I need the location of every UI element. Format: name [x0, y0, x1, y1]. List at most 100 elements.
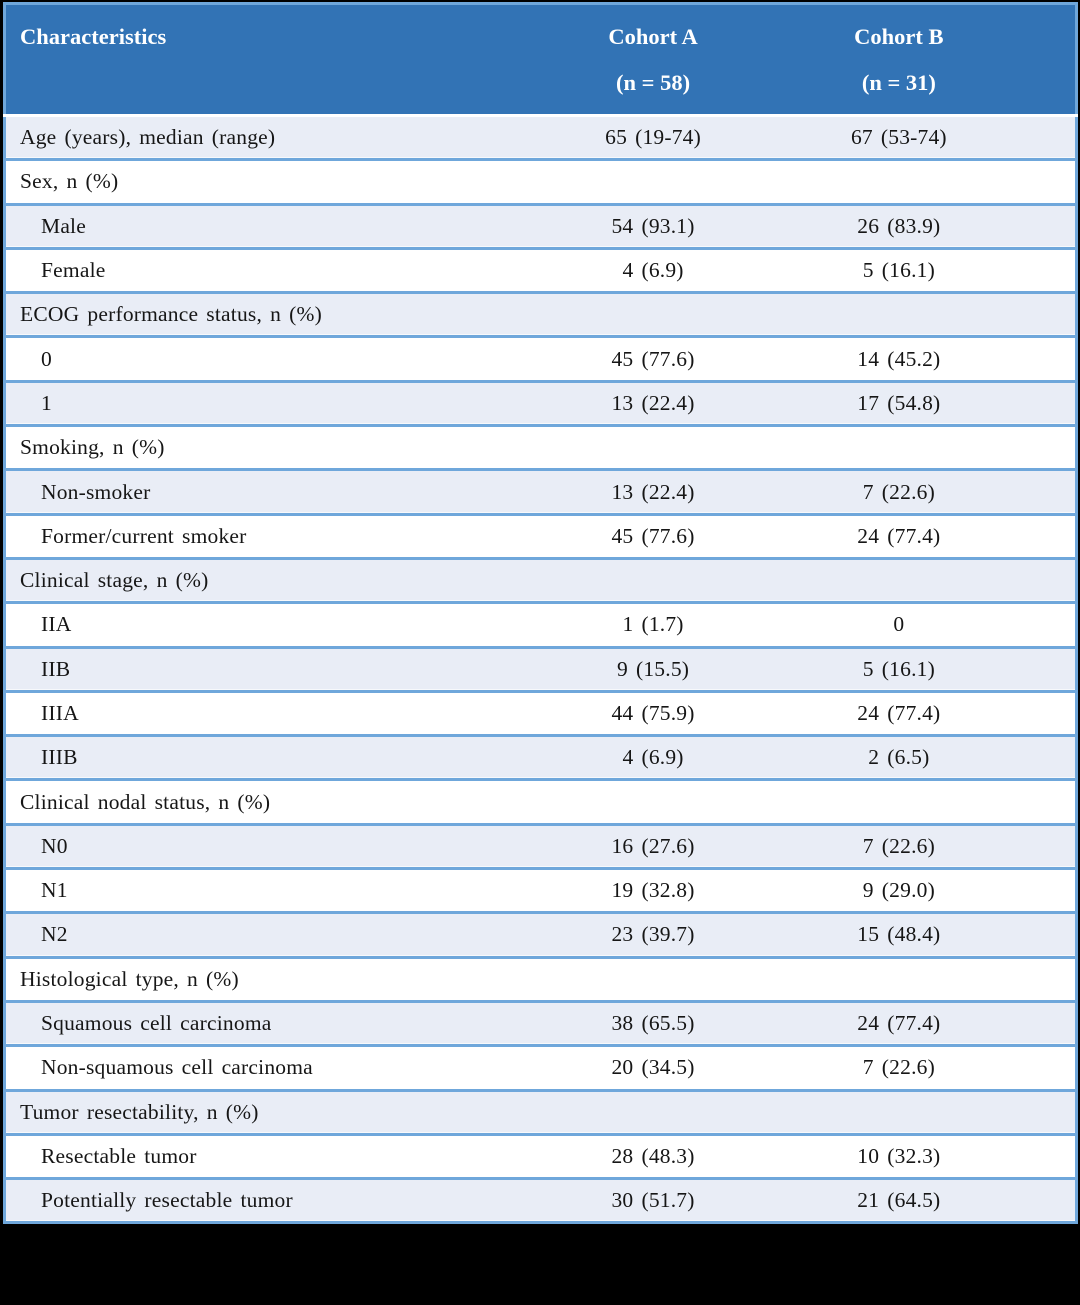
- cohort-b-value: [722, 291, 1077, 337]
- cohort-a-value: 4 (6.9): [583, 734, 723, 780]
- cohort-b-value: 24 (77.4): [722, 689, 1077, 736]
- cohort-b-value: [722, 556, 1077, 603]
- table-row: Tumor resectability, n (%): [4, 1088, 1077, 1135]
- cohort-a-value: 45 (77.6): [583, 512, 723, 559]
- table-row: Male 54 (93.1) 26 (83.9): [4, 202, 1077, 249]
- table-row: Age (years), median (range) 65 (19-74) 67 …: [4, 113, 1077, 160]
- cohort-a-value: [583, 158, 723, 205]
- cohort-b-value: 67 (53-74): [722, 113, 1077, 160]
- table-row: 1 13 (22.4) 17 (54.8): [4, 379, 1077, 426]
- cohort-b-value: 21 (64.5): [722, 1177, 1077, 1223]
- row-category-label: Clinical nodal status, n (%): [4, 778, 584, 825]
- cohort-a-value: [583, 424, 723, 470]
- row-category-label: Clinical stage, n (%): [4, 556, 584, 603]
- cohort-a-value: 4 (6.9): [583, 246, 723, 293]
- cohort-b-value: 17 (54.8): [722, 379, 1077, 426]
- cohort-a-value: 65 (19-74): [583, 113, 723, 160]
- table-row: Potentially resectable tumor 30 (51.7) 21 …: [4, 1177, 1077, 1223]
- row-subitem-label: Male: [4, 202, 584, 249]
- row-subitem-label: Female: [4, 246, 584, 293]
- table-row: Clinical stage, n (%): [4, 556, 1077, 603]
- table-row: IIB 9 (15.5) 5 (16.1): [4, 645, 1077, 692]
- cohort-a-value: 13 (22.4): [583, 379, 723, 426]
- cohort-b-value: 7 (22.6): [722, 822, 1077, 869]
- cohort-a-value: 28 (48.3): [583, 1132, 723, 1179]
- row-subitem-label: Non-squamous cell carcinoma: [4, 1044, 584, 1091]
- cohort-b-value: 14 (45.2): [722, 335, 1077, 382]
- table-row: Sex, n (%): [4, 158, 1077, 205]
- table-row: Non-smoker 13 (22.4) 7 (22.6): [4, 468, 1077, 515]
- cohort-b-value: 15 (48.4): [722, 911, 1077, 958]
- table-row: IIIB 4 (6.9) 2 (6.5): [4, 734, 1077, 780]
- header-characteristics: Characteristics: [4, 3, 584, 117]
- row-subitem-label: Non-smoker: [4, 468, 584, 515]
- cohort-b-value: [722, 778, 1077, 825]
- row-category-label: Histological type, n (%): [4, 955, 584, 1002]
- table-row: IIIA 44 (75.9) 24 (77.4): [4, 689, 1077, 736]
- row-category-label: Tumor resectability, n (%): [4, 1088, 584, 1135]
- row-subitem-label: Potentially resectable tumor: [4, 1177, 584, 1223]
- table-row: Non-squamous cell carcinoma 20 (34.5) 7 (2…: [4, 1044, 1077, 1091]
- cohort-b-title: Cohort B: [854, 24, 944, 49]
- cohort-b-value: 24 (77.4): [722, 512, 1077, 559]
- table-body: Age (years), median (range) 65 (19-74) 67 …: [4, 113, 1077, 1223]
- header-cohort-a: Cohort A (n = 58): [583, 3, 723, 117]
- header-row: Characteristics Cohort A (n = 58) Cohort…: [4, 3, 1077, 117]
- table-row: Histological type, n (%): [4, 955, 1077, 1002]
- table-row: N1 19 (32.8) 9 (29.0): [4, 867, 1077, 913]
- table-row: Female 4 (6.9) 5 (16.1): [4, 246, 1077, 293]
- row-category-label: Age (years), median (range): [4, 113, 584, 160]
- row-subitem-label: IIB: [4, 645, 584, 692]
- row-category-label: Smoking, n (%): [4, 424, 584, 470]
- table-row: IIA 1 (1.7) 0: [4, 601, 1077, 648]
- row-subitem-label: N0: [4, 822, 584, 869]
- cohort-a-value: 1 (1.7): [583, 601, 723, 648]
- cohort-a-value: [583, 955, 723, 1002]
- cohort-b-value: [722, 158, 1077, 205]
- row-subitem-label: 0: [4, 335, 584, 382]
- table-row: Smoking, n (%): [4, 424, 1077, 470]
- table-row: Clinical nodal status, n (%): [4, 778, 1077, 825]
- row-category-label: ECOG performance status, n (%): [4, 291, 584, 337]
- header-cohort-b: Cohort B (n = 31): [722, 3, 1077, 117]
- row-subitem-label: 1: [4, 379, 584, 426]
- cohort-a-value: [583, 778, 723, 825]
- cohort-b-value: [722, 955, 1077, 1002]
- cohort-b-n: (n = 31): [861, 70, 936, 95]
- cohort-b-value: 5 (16.1): [722, 246, 1077, 293]
- table-row: N2 23 (39.7) 15 (48.4): [4, 911, 1077, 958]
- cohort-a-value: 45 (77.6): [583, 335, 723, 382]
- row-subitem-label: Resectable tumor: [4, 1132, 584, 1179]
- cohort-a-value: 54 (93.1): [583, 202, 723, 249]
- cohort-b-value: 26 (83.9): [722, 202, 1077, 249]
- cohort-b-value: 5 (16.1): [722, 645, 1077, 692]
- cohort-b-value: [722, 424, 1077, 470]
- cohort-b-value: 9 (29.0): [722, 867, 1077, 913]
- table-row: Former/current smoker 45 (77.6) 24 (77.4): [4, 512, 1077, 559]
- cohort-b-value: 0: [722, 601, 1077, 648]
- row-subitem-label: N2: [4, 911, 584, 958]
- cohort-b-value: 10 (32.3): [722, 1132, 1077, 1179]
- cohort-b-value: 7 (22.6): [722, 1044, 1077, 1091]
- cohort-a-value: 20 (34.5): [583, 1044, 723, 1091]
- table-row: N0 16 (27.6) 7 (22.6): [4, 822, 1077, 869]
- cohort-a-value: 13 (22.4): [583, 468, 723, 515]
- characteristics-table: Characteristics Cohort A (n = 58) Cohort…: [3, 2, 1078, 1225]
- cohort-a-value: 44 (75.9): [583, 689, 723, 736]
- table-row: Squamous cell carcinoma 38 (65.5) 24 (77.4…: [4, 999, 1077, 1046]
- cohort-a-value: 19 (32.8): [583, 867, 723, 913]
- cohort-a-value: [583, 556, 723, 603]
- row-subitem-label: Squamous cell carcinoma: [4, 999, 584, 1046]
- header-characteristics-label: Characteristics: [20, 24, 167, 49]
- table-header: Characteristics Cohort A (n = 58) Cohort…: [4, 3, 1077, 117]
- cohort-a-title: Cohort A: [608, 24, 698, 49]
- table-row: Resectable tumor 28 (48.3) 10 (32.3): [4, 1132, 1077, 1179]
- cohort-a-value: 16 (27.6): [583, 822, 723, 869]
- cohort-a-value: [583, 1088, 723, 1135]
- cohort-a-value: 30 (51.7): [583, 1177, 723, 1223]
- cohort-a-n: (n = 58): [616, 70, 691, 95]
- row-subitem-label: N1: [4, 867, 584, 913]
- cohort-b-value: 2 (6.5): [722, 734, 1077, 780]
- cohort-a-value: 23 (39.7): [583, 911, 723, 958]
